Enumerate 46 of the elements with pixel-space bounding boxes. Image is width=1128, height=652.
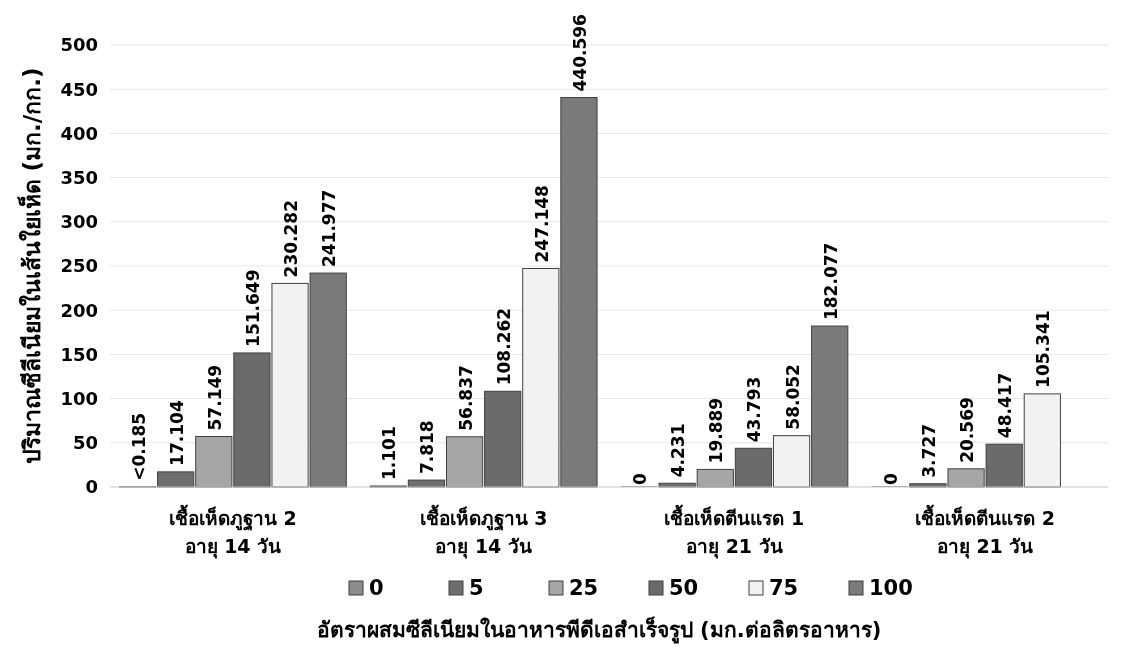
y-tick-label: 100 bbox=[60, 387, 98, 409]
data-label: 0 bbox=[880, 473, 901, 485]
data-label: 241.977 bbox=[319, 189, 340, 268]
legend-label: 50 bbox=[669, 576, 699, 600]
data-label: 4.231 bbox=[668, 423, 689, 478]
data-label: 0 bbox=[630, 473, 651, 485]
y-tick-label: 350 bbox=[60, 166, 98, 188]
data-label: 230.282 bbox=[281, 199, 302, 278]
y-tick-label: 300 bbox=[60, 211, 98, 233]
y-tick-label: 0 bbox=[85, 476, 98, 498]
y-tick-label: 450 bbox=[60, 78, 98, 100]
data-label: 247.148 bbox=[531, 185, 552, 263]
y-tick-label: 500 bbox=[60, 34, 98, 56]
y-tick-label: 50 bbox=[72, 432, 98, 454]
legend-label: 0 bbox=[369, 576, 384, 600]
data-label: 3.727 bbox=[918, 423, 939, 478]
x-tick-label: เชื้อเห็ดตีนแรด 2 อายุ 21 วัน bbox=[915, 504, 1056, 559]
y-tick-label: 250 bbox=[60, 255, 98, 277]
y-axis-title: ปริมาณซีลีเนียมในเส้นใยเห็ด (มก./กก.) bbox=[17, 67, 45, 465]
data-label: 58.052 bbox=[782, 364, 803, 430]
legend-label: 25 bbox=[569, 576, 599, 600]
data-label: 48.417 bbox=[995, 372, 1016, 439]
data-label: 151.649 bbox=[242, 269, 263, 347]
data-label: 108.262 bbox=[493, 307, 514, 386]
data-label: 57.149 bbox=[204, 364, 225, 431]
y-tick-label: 200 bbox=[60, 299, 98, 321]
data-label: 43.793 bbox=[744, 376, 765, 443]
data-label: 105.341 bbox=[1033, 310, 1054, 388]
x-tick-label: เชื้อเห็ดตีนแรด 1 อายุ 21 วัน bbox=[664, 504, 805, 559]
data-label: 56.837 bbox=[455, 365, 476, 431]
y-tick-label: 150 bbox=[60, 343, 98, 365]
legend-label: 100 bbox=[869, 576, 913, 600]
data-label: 17.104 bbox=[166, 400, 187, 466]
data-label: 7.818 bbox=[417, 420, 438, 475]
x-tick-label: เชื้อเห็ดภูฐาน 3 อายุ 14 วัน bbox=[419, 504, 548, 559]
legend-label: 75 bbox=[769, 576, 799, 600]
data-label: 20.569 bbox=[957, 397, 978, 463]
data-label: 182.077 bbox=[820, 242, 841, 321]
x-tick-label: เชื้อเห็ดภูฐาน 2 อายุ 14 วัน bbox=[168, 504, 297, 559]
data-label: <0.185 bbox=[128, 412, 149, 481]
legend-label: 5 bbox=[469, 576, 484, 600]
x-axis-title: อัตราผสมซีลีเนียมในอาหารพีดีเอสำเร็จรูป (มก.ต่อลิตรอาหาร) bbox=[316, 616, 882, 644]
data-label: 19.889 bbox=[706, 397, 727, 464]
y-tick-label: 400 bbox=[60, 122, 98, 144]
data-label: 1.101 bbox=[379, 426, 400, 481]
data-label: 440.596 bbox=[569, 14, 590, 92]
